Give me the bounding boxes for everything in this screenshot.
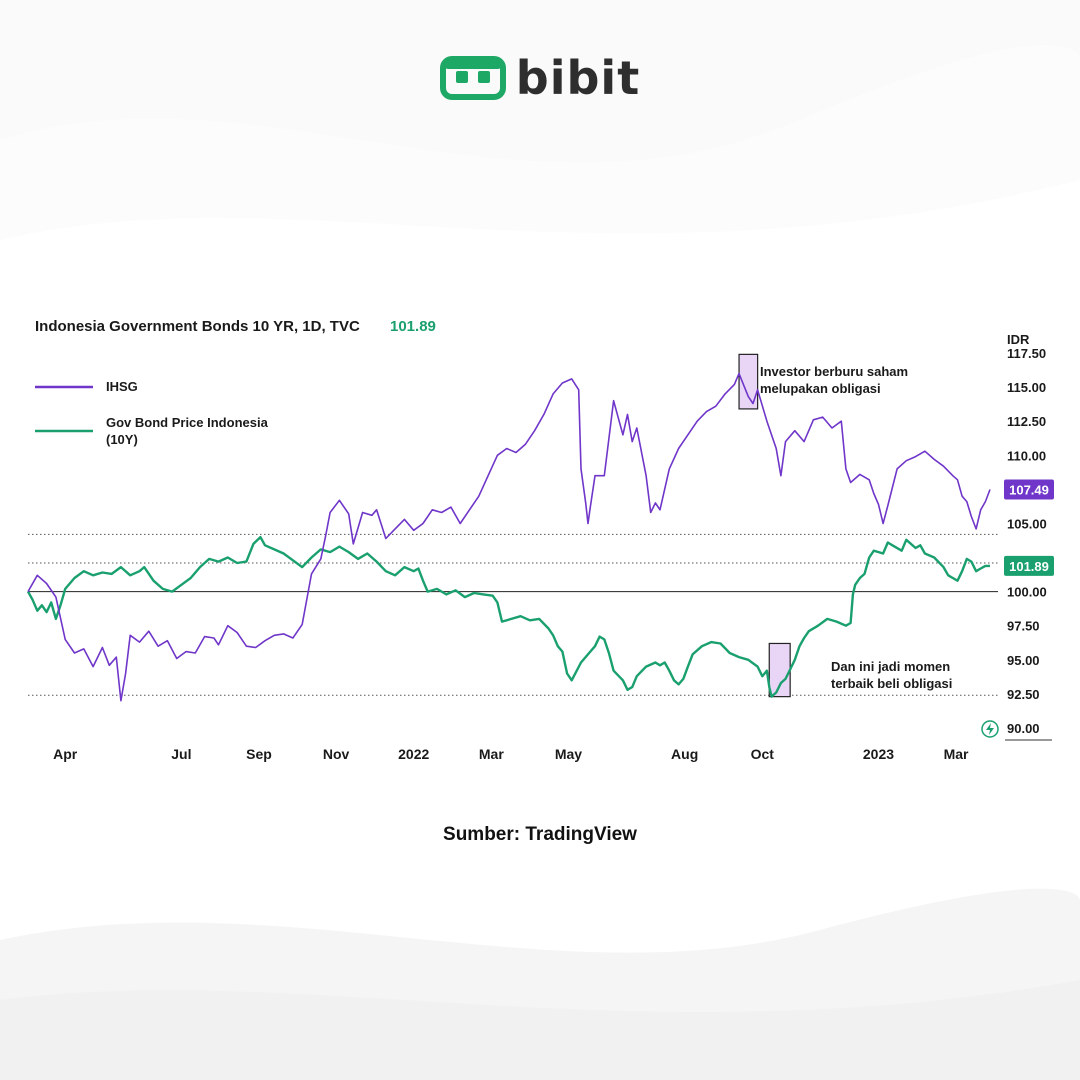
y-tick-label: 112.50	[1007, 414, 1046, 429]
y-tick-label: 92.50	[1007, 687, 1040, 702]
x-tick-label: Nov	[323, 746, 350, 762]
y-tick-label: 90.00	[1007, 721, 1040, 736]
y-tick-label: 117.50	[1007, 346, 1046, 361]
annotation-box-1	[738, 353, 759, 410]
x-tick-label: May	[555, 746, 582, 762]
bibit-logo-icon	[439, 56, 506, 100]
annotation-box-2	[768, 642, 791, 698]
x-tick-label: Oct	[751, 746, 775, 762]
annotation-2-line1: Dan ini jadi momen	[831, 659, 950, 674]
x-tick-label: Aug	[671, 746, 698, 762]
source-caption: Sumber: TradingView	[443, 824, 637, 845]
lightning-icon	[981, 720, 999, 738]
y-tick-label: 105.00	[1007, 516, 1047, 531]
y-axis-currency: IDR	[1007, 332, 1030, 347]
last-value-badge-gov-bond	[1004, 555, 1054, 576]
y-axis-ticks: 117.50 115.00 112.50 110.00 105.00 100.00 97.5…	[1007, 346, 1047, 736]
legend-label-ihsg: IHSG	[106, 379, 138, 394]
last-value-label-gov-bond: 101.89	[1009, 559, 1049, 574]
x-tick-label: Mar	[944, 746, 969, 762]
x-tick-label: Sep	[246, 746, 272, 762]
legend-label-bond: Gov Bond Price Indonesia	[106, 415, 269, 430]
y-tick-label: 115.00	[1007, 380, 1046, 395]
series-lines	[26, 372, 991, 702]
annotation-1-text: Investor berburu saham melupakan obligas…	[760, 364, 908, 396]
last-value-badge-ihsg	[1004, 479, 1054, 500]
reference-lines	[28, 533, 998, 696]
series-line-ihsg	[27, 372, 991, 702]
annotation-1-line2: melupakan obligasi	[760, 381, 881, 396]
y-tick-label: 97.50	[1007, 619, 1040, 634]
x-tick-label: 2022	[398, 746, 429, 762]
last-value-badges: 107.49 101.89	[1004, 479, 1054, 576]
chart-title-value: 101.89	[390, 318, 436, 335]
y-tick-label: 95.00	[1007, 653, 1040, 668]
x-tick-label: Jul	[171, 746, 191, 762]
x-tick-label: Apr	[53, 746, 78, 762]
x-axis-ticks: Apr Jul Sep Nov 2022 Mar May Aug Oct 2023 Mar	[53, 746, 969, 762]
y-tick-label: 100.00	[1007, 585, 1047, 600]
series-line-gov-bond	[26, 535, 990, 698]
last-value-label-ihsg: 107.49	[1009, 483, 1049, 498]
annotation-2-text: Dan ini jadi momen terbaik beli obligasi	[831, 659, 952, 691]
chart-title: Indonesia Government Bonds 10 YR, 1D, TV…	[35, 318, 360, 335]
annotation-boxes	[738, 353, 791, 698]
y-tick-label: 110.00	[1007, 448, 1046, 463]
x-tick-label: Mar	[479, 746, 504, 762]
x-tick-label: 2023	[863, 746, 894, 762]
annotation-1-line1: Investor berburu saham	[760, 364, 908, 379]
brand-name: bibit	[515, 51, 641, 105]
legend-label-bond-line2: (10Y)	[106, 432, 138, 447]
legend: IHSG Gov Bond Price Indonesia (10Y)	[35, 379, 269, 447]
brand-logo: bibit	[0, 50, 1080, 106]
annotation-2-line2: terbaik beli obligasi	[831, 676, 952, 691]
